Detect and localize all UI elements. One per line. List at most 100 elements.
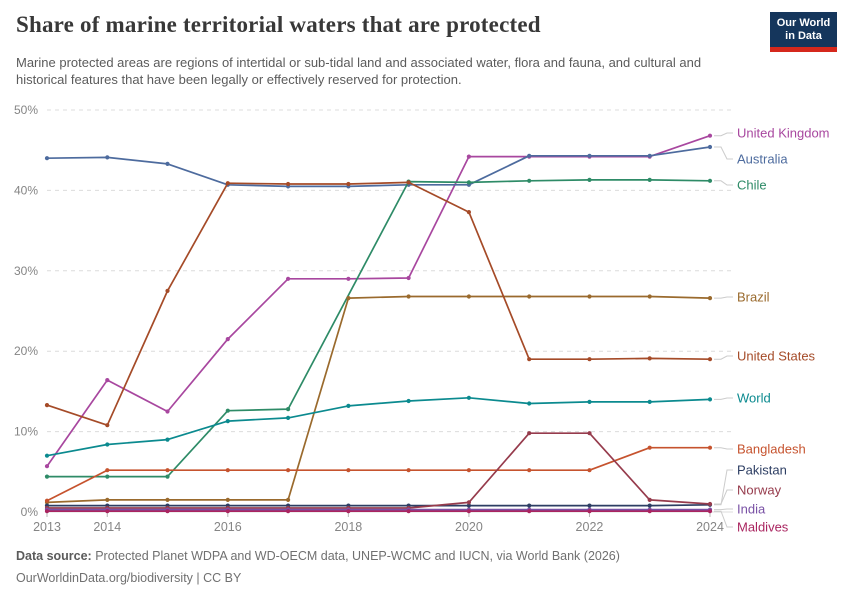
x-axis-label-2024: 2024	[696, 520, 724, 534]
data-source-text: Protected Planet WDPA and WD-OECM data, …	[91, 549, 620, 563]
data-point-bangladesh-2019	[406, 468, 411, 473]
data-point-maldives-2017	[286, 509, 291, 514]
data-point-maldives-2022	[587, 509, 592, 514]
data-point-chile-2015	[165, 474, 170, 479]
data-point-maldives-2014	[105, 509, 110, 514]
owid-logo: Our World in Data	[770, 12, 837, 52]
legend-label-united-states[interactable]: United States	[737, 349, 816, 364]
data-point-australia-2013	[44, 156, 50, 161]
data-point-united-states-2015	[165, 288, 170, 293]
data-point-united-states-2017	[286, 181, 291, 187]
legend-connector-united-states	[714, 355, 733, 360]
data-point-world-2018	[346, 403, 351, 408]
x-axis-label-2013: 2013	[33, 520, 61, 534]
data-point-australia-2014	[105, 155, 110, 160]
legend-label-maldives[interactable]: Maldives	[737, 520, 789, 535]
data-point-chile-2023	[647, 177, 652, 182]
legend-label-united-kingdom[interactable]: United Kingdom	[737, 126, 830, 141]
legend-connector-maldives	[714, 510, 733, 528]
legend-label-bangladesh[interactable]: Bangladesh	[737, 442, 806, 457]
data-point-brazil-2020	[466, 294, 471, 299]
series-line-norway	[46, 432, 711, 509]
data-point-norway-2024	[707, 501, 713, 507]
data-point-maldives-2013	[44, 509, 50, 514]
data-point-united-states-2020	[466, 210, 471, 215]
data-point-maldives-2019	[406, 509, 411, 514]
legend-label-brazil[interactable]: Brazil	[737, 290, 770, 305]
data-point-united-states-2014	[105, 423, 110, 428]
data-point-united-kingdom-2020	[466, 154, 471, 159]
data-point-maldives-2016	[225, 509, 230, 514]
data-point-australia-2023	[647, 153, 652, 158]
y-axis-label-0: 0%	[21, 505, 39, 519]
data-point-bangladesh-2022	[587, 468, 592, 473]
data-point-norway-2023	[647, 497, 652, 502]
series-line-world	[46, 396, 711, 457]
data-point-united-kingdom-2014	[105, 378, 110, 383]
x-axis-label-2020: 2020	[455, 520, 483, 534]
data-point-brazil-2021	[527, 294, 532, 299]
series-line-australia	[46, 146, 711, 188]
data-point-world-2015	[165, 437, 170, 442]
data-point-brazil-2014	[105, 497, 110, 502]
y-axis-label-40: 40%	[14, 183, 38, 197]
data-point-pakistan-2022	[587, 503, 592, 508]
data-point-world-2022	[587, 399, 592, 404]
data-point-united-kingdom-2015	[165, 409, 170, 414]
data-point-norway-2022	[587, 431, 592, 436]
data-point-brazil-2019	[406, 294, 411, 299]
data-point-brazil-2023	[647, 294, 652, 299]
legend-label-pakistan[interactable]: Pakistan	[737, 463, 787, 478]
data-source-line: Data source: Protected Planet WDPA and W…	[16, 545, 620, 567]
y-axis-label-20: 20%	[14, 344, 38, 358]
data-point-united-kingdom-2024	[707, 133, 713, 138]
data-point-brazil-2022	[587, 294, 592, 299]
data-point-united-states-2013	[44, 403, 50, 408]
data-point-chile-2021	[527, 178, 532, 183]
data-point-australia-2021	[527, 153, 532, 158]
legend-connector-australia	[714, 146, 733, 160]
data-point-bangladesh-2020	[466, 468, 471, 473]
data-point-bangladesh-2018	[346, 468, 351, 473]
data-point-world-2024	[707, 397, 713, 402]
data-point-bangladesh-2016	[225, 468, 230, 473]
legend-label-world[interactable]: World	[737, 391, 771, 406]
data-point-maldives-2021	[527, 509, 532, 514]
legend-connector-world	[714, 397, 733, 400]
legend-connector-brazil	[714, 296, 733, 299]
legend-connector-pakistan	[714, 469, 733, 506]
data-point-maldives-2023	[647, 509, 652, 514]
data-point-world-2020	[466, 395, 471, 400]
data-point-united-states-2016	[225, 181, 230, 186]
data-point-world-2016	[225, 419, 230, 424]
legend-connector-united-kingdom	[714, 132, 733, 137]
legend-label-norway[interactable]: Norway	[737, 483, 782, 498]
x-axis-label-2018: 2018	[334, 520, 362, 534]
legend-label-chile[interactable]: Chile	[737, 178, 767, 193]
data-point-maldives-2015	[165, 509, 170, 514]
data-point-brazil-2017	[286, 497, 291, 502]
data-point-australia-2015	[165, 161, 170, 166]
data-point-norway-2020	[466, 500, 471, 505]
data-point-maldives-2024	[707, 509, 713, 514]
legend-label-india[interactable]: India	[737, 502, 766, 517]
data-point-united-kingdom-2018	[346, 276, 351, 281]
legend-connector-bangladesh	[714, 447, 733, 450]
y-axis-label-30: 30%	[14, 264, 38, 278]
series-line-united-states	[46, 181, 711, 427]
data-point-brazil-2016	[225, 497, 230, 502]
data-point-chile-2013	[44, 474, 50, 479]
legend-label-australia[interactable]: Australia	[737, 152, 788, 167]
legend-connector-norway	[714, 489, 733, 505]
data-point-world-2014	[105, 442, 110, 447]
data-point-united-states-2018	[346, 181, 351, 187]
data-point-pakistan-2021	[527, 503, 532, 508]
data-point-pakistan-2020	[466, 503, 471, 508]
data-point-united-states-2023	[647, 356, 652, 361]
y-axis-label-10: 10%	[14, 425, 38, 439]
data-point-united-states-2022	[587, 357, 592, 362]
data-point-australia-2024	[707, 144, 713, 150]
series-line-pakistan	[46, 503, 711, 507]
data-point-united-kingdom-2013	[44, 464, 50, 469]
